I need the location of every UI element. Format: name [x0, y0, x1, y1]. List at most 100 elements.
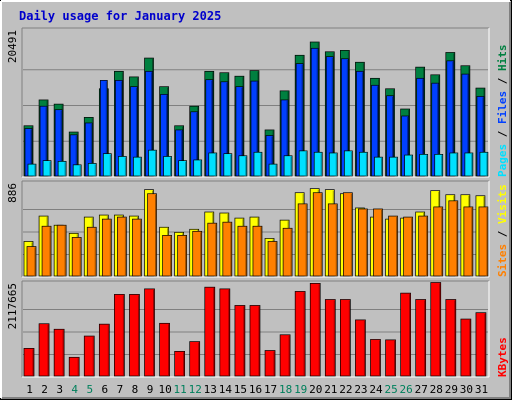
bar-sites	[222, 221, 233, 277]
bar-kbytes	[174, 351, 185, 377]
bar-pages	[72, 164, 82, 177]
bar-kbytes	[294, 291, 306, 377]
bar-pages	[42, 160, 52, 177]
bar-kbytes	[279, 334, 291, 377]
y-max-label: 2117665	[6, 283, 19, 329]
x-tick-label: 18	[279, 383, 292, 396]
bar-pages	[389, 156, 398, 177]
bar-sites	[192, 230, 203, 277]
x-tick-label: 19	[294, 383, 307, 396]
bar-sites	[252, 225, 263, 277]
bar-sites	[237, 225, 248, 277]
bar-pages	[374, 156, 383, 177]
x-axis-day-labels: 1 2 3 4 5 6 7 8 9 10 11 12 13 14 15 16 17 18 19 20 21 22 23 24 2…	[26, 383, 488, 396]
bar-kbytes	[129, 294, 140, 377]
bar-pages	[133, 156, 142, 177]
bar-kbytes	[219, 288, 231, 377]
bar-sites	[86, 226, 97, 277]
bar-kbytes	[400, 292, 411, 377]
x-tick-label: 24	[369, 383, 383, 396]
bar-kbytes	[204, 286, 216, 377]
bar-pages	[344, 150, 353, 177]
bar-sites	[162, 235, 172, 277]
bar-sites	[56, 224, 67, 277]
panel-hits-files-pages: 20491 Pages / Files / Hits	[6, 27, 509, 178]
x-tick-label: 15	[234, 383, 247, 396]
bar-sites	[343, 192, 353, 277]
bar-sites	[117, 216, 127, 277]
bar-pages	[283, 155, 293, 177]
x-tick-label: 26	[400, 383, 413, 396]
x-tick-label: 7	[117, 383, 124, 396]
bar-kbytes	[264, 350, 276, 377]
bar-pages	[223, 153, 233, 177]
legend-entry: Hits	[496, 45, 509, 72]
bar-kbytes	[324, 299, 336, 377]
x-tick-label: 14	[219, 383, 233, 396]
x-tick-label: 22	[339, 383, 352, 396]
bar-kbytes	[53, 328, 65, 377]
bar-sites	[26, 246, 37, 277]
bar-pages	[404, 154, 413, 177]
x-tick-label: 16	[249, 383, 262, 396]
bar-pages	[208, 152, 218, 177]
bar-sites	[312, 192, 323, 277]
bar-pages	[268, 163, 278, 177]
bar-sites	[177, 235, 187, 277]
bar-kbytes	[460, 318, 472, 377]
bar-pages	[328, 152, 338, 177]
bar-pages	[118, 156, 127, 177]
bar-sites	[358, 208, 368, 277]
bar-pages	[479, 151, 489, 177]
legend-entry: /	[496, 124, 509, 144]
bar-kbytes	[249, 305, 261, 377]
bar-pages	[87, 163, 97, 177]
bar-sites	[388, 215, 398, 277]
x-tick-label: 3	[56, 383, 63, 396]
x-tick-label: 11	[174, 383, 187, 396]
x-tick-label: 10	[158, 383, 171, 396]
bar-kbytes	[370, 339, 381, 377]
bar-sites	[71, 237, 82, 277]
legend-entry: Pages	[496, 144, 509, 177]
bar-sites	[267, 241, 278, 277]
x-tick-label: 25	[384, 383, 397, 396]
bar-kbytes	[159, 322, 170, 377]
bar-sites	[147, 193, 157, 277]
x-tick-label: 13	[204, 383, 217, 396]
panel-legend: Pages / Files / Hits	[496, 45, 509, 178]
x-tick-label: 28	[430, 383, 443, 396]
x-tick-label: 27	[415, 383, 428, 396]
bar-pages	[27, 163, 37, 177]
panel-legend: Sites / Visits	[496, 184, 509, 277]
panel-legend: KBytes	[496, 337, 509, 377]
bar-pages	[238, 155, 248, 177]
bar-sites	[478, 206, 489, 277]
x-tick-label: 20	[309, 383, 322, 396]
bar-sites	[282, 227, 293, 277]
x-tick-label: 21	[324, 383, 337, 396]
chart-panels: 20491 Pages / Files / Hits 886 Sites / Visi…	[6, 27, 509, 378]
bar-sites	[373, 208, 383, 277]
x-tick-label: 6	[102, 383, 109, 396]
bar-kbytes	[475, 312, 487, 377]
bar-pages	[253, 151, 263, 177]
x-tick-label: 2	[41, 383, 48, 396]
bar-sites	[132, 218, 142, 277]
bar-pages	[434, 154, 444, 177]
bar-sites	[297, 203, 308, 277]
bar-kbytes	[385, 339, 396, 377]
x-tick-label: 1	[26, 383, 33, 396]
bar-kbytes	[430, 282, 442, 377]
bar-kbytes	[355, 319, 366, 377]
legend-entry: Sites	[496, 244, 509, 277]
legend-entry: /	[496, 71, 509, 91]
x-tick-label: 23	[354, 383, 367, 396]
x-tick-label: 29	[445, 383, 458, 396]
panel-kbytes: 2117665 KBytes	[6, 280, 509, 378]
bar-sites	[101, 218, 112, 277]
panel-visits-sites: 886 Sites / Visits	[6, 180, 509, 278]
bar-pages	[193, 159, 203, 177]
bar-kbytes	[445, 299, 457, 377]
